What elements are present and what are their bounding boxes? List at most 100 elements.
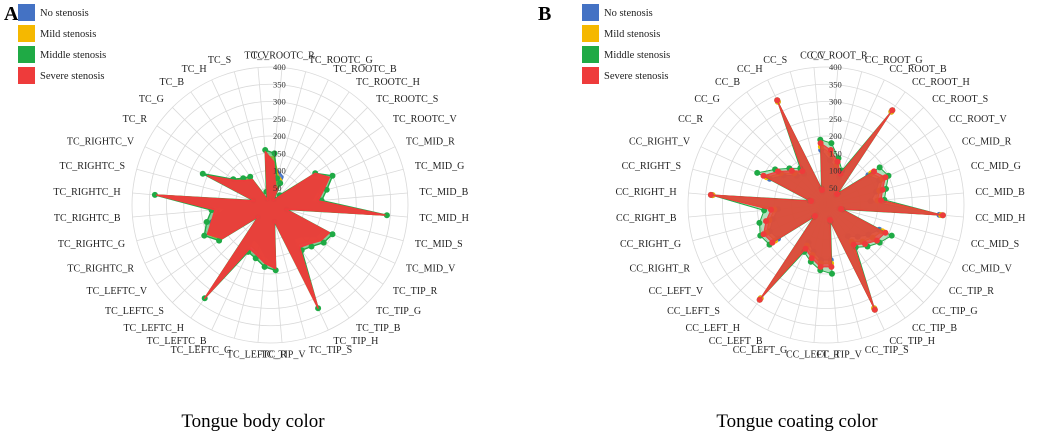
axis-label: TC_RIGHTC_R [67, 263, 134, 274]
axis-label: CC_LEFT_G [733, 345, 787, 356]
data-point [837, 170, 844, 177]
data-point [871, 306, 878, 313]
grid-spoke [269, 91, 350, 206]
axis-label: TC_S [208, 55, 231, 66]
tick-label: 400 [273, 62, 286, 72]
axis-label: TC_ROOTC_G [309, 55, 373, 66]
data-point [754, 169, 761, 176]
tick-label: 300 [829, 97, 842, 107]
panel-a-series [151, 147, 390, 312]
data-point [882, 174, 889, 181]
data-point [216, 237, 223, 244]
legend-label: Middle stenosis [604, 50, 670, 61]
axis-label: TC_B [160, 77, 185, 88]
axis-label: TC_RIGHTC_V [67, 137, 135, 148]
grid-spoke [825, 107, 924, 206]
axis-label: CC_MID_B [975, 187, 1025, 198]
axis-label: TC_LEFTC_V [87, 286, 148, 297]
legend-swatch [18, 46, 35, 63]
data-point [320, 239, 327, 246]
grid-spoke [136, 168, 271, 206]
data-point [261, 263, 268, 270]
data-point [812, 213, 818, 219]
data-point [768, 206, 774, 213]
axis-label: TC_MID_B [419, 187, 468, 198]
axis-label: TC_TIP_G [376, 306, 421, 317]
tick-label: 200 [273, 131, 286, 141]
data-point [834, 191, 840, 197]
axis-label: CC_LEFT_H [686, 323, 740, 334]
axis-label: CC_TIP_R [949, 286, 994, 297]
axis-label: CC_ROOT_G [865, 55, 923, 66]
grid-spoke [692, 168, 827, 206]
grid-ring [148, 83, 392, 327]
axis-label: CC_ROOT_S [932, 94, 988, 105]
axis-label: CC_LEFT_B [709, 336, 763, 347]
legend-swatch [18, 4, 35, 21]
data-point [272, 267, 279, 274]
axis-label: TC_MID_S [415, 239, 463, 250]
axis-label: CC_MID_S [971, 239, 1019, 250]
data-point [808, 255, 815, 262]
axis-label: TC_V [244, 51, 270, 62]
panel-b-series [707, 97, 946, 313]
axis-label: CC_RIGHT_B [616, 213, 677, 224]
data-point [763, 218, 769, 225]
data-point [878, 197, 884, 204]
data-point [879, 186, 886, 193]
axis-label: TC_G [139, 94, 164, 105]
data-point [862, 241, 868, 247]
axis-label: CC_ROOT_H [912, 77, 970, 88]
axis-label: CC_TIP_V [816, 349, 862, 360]
data-point [882, 229, 889, 236]
axis-label: TC_TIP_R [393, 286, 438, 297]
axis-label: TC_H [182, 64, 207, 75]
data-point [939, 212, 946, 219]
axis-label: TC_RIGHTC_B [54, 213, 121, 224]
axis-label: TC_LEFTC_S [105, 306, 164, 317]
panel-b-axis-labels: CC_ROOT_RCC_ROOT_GCC_ROOT_B CC_ROOT_H CC_R… [615, 51, 1025, 361]
data-point [850, 241, 857, 248]
data-point [760, 172, 767, 179]
axis-label: CC_TIP_H [889, 336, 935, 347]
data-point [323, 186, 330, 193]
legend-label: No stenosis [604, 8, 653, 19]
panel-b-title: Tongue coating color [716, 411, 878, 432]
data-point [707, 191, 714, 198]
tick-label: 150 [273, 148, 286, 158]
panel-a-axis-labels: TC_ROOTC_RTC_ROOTC_GTC_ROOTC_B TC_ROOTC_H… [53, 51, 468, 361]
data-point [828, 140, 835, 147]
data-point [888, 232, 895, 239]
legend-label: Middle stenosis [40, 50, 106, 61]
tick-label: 100 [273, 166, 286, 176]
panel-b-letter: B [538, 3, 551, 25]
data-point [262, 147, 269, 153]
data-point [252, 255, 259, 262]
data-point [774, 97, 781, 104]
data-point [247, 173, 254, 180]
grid-spoke [269, 204, 404, 242]
legend-label: Mild stenosis [604, 29, 660, 40]
tick-label: 350 [273, 79, 286, 89]
axis-label: CC_V [800, 51, 826, 62]
axis-label: TC_ROOTC_B [333, 64, 397, 75]
panel-b: B CC_ROOT_RCC_ROOT_GCC_ROOT_BCC_ROOT_HCC… [538, 3, 1025, 432]
axis-label: CC_RIGHT_V [629, 137, 691, 148]
axis-label: CC_RIGHT_S [622, 161, 681, 172]
data-point [799, 168, 806, 175]
data-point [788, 167, 795, 174]
data-point [829, 270, 835, 277]
grid-spoke [211, 79, 271, 206]
tick-label: 200 [829, 131, 842, 141]
axis-label: CC_R [678, 114, 703, 125]
axis-label: TC_TIP_B [356, 323, 401, 334]
data-point [769, 239, 776, 246]
series-area-severe-stenosis [155, 150, 386, 309]
grid-spoke [825, 204, 863, 339]
legend-swatch [582, 46, 599, 63]
data-point [199, 170, 206, 177]
legend-swatch [582, 4, 599, 21]
grid-ring [687, 66, 965, 344]
data-point [828, 263, 835, 270]
